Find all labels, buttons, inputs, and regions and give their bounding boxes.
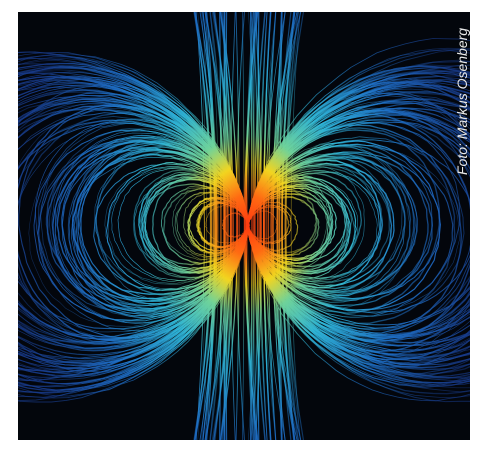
photo-credit: Foto: Markus Osenberg bbox=[454, 28, 470, 175]
page: Foto: Markus Osenberg (() => { const dat… bbox=[0, 0, 485, 455]
photo-frame: Foto: Markus Osenberg bbox=[0, 0, 485, 455]
